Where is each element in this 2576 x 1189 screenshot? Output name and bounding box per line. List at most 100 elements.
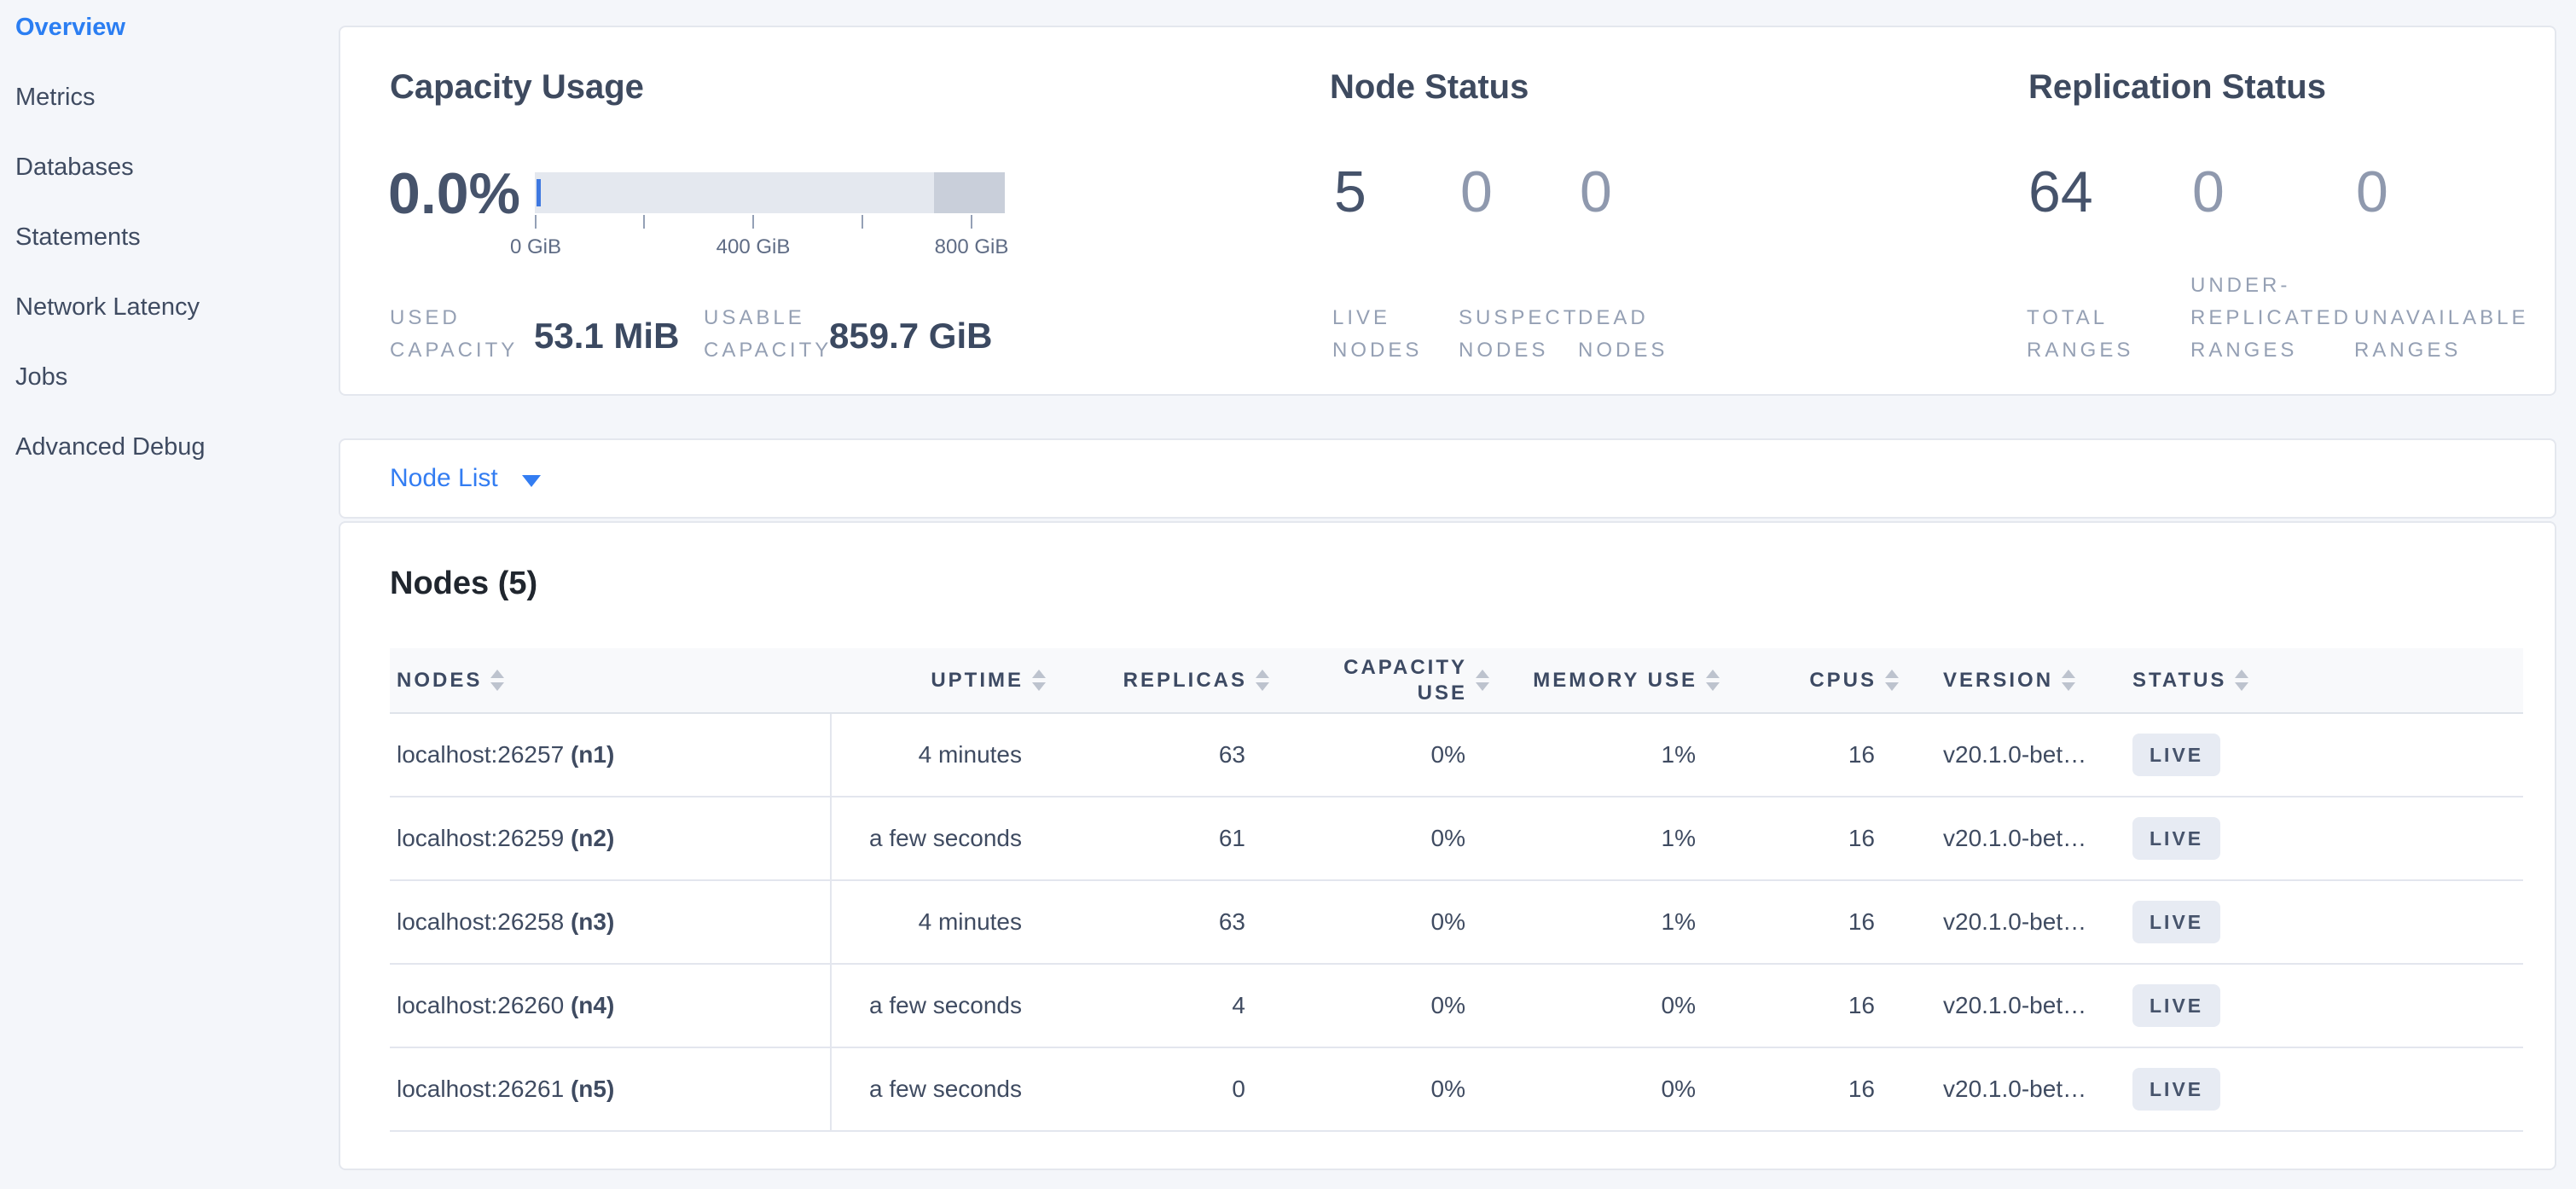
cpus-cell: 16 xyxy=(1733,880,1912,965)
axis-tick-mark xyxy=(752,215,754,229)
column-header-status[interactable]: STATUS xyxy=(2102,648,2523,714)
node-status-metric-value: 0 xyxy=(1460,160,1493,224)
uptime-cell: a few seconds xyxy=(831,1047,1059,1132)
axis-tick-mark xyxy=(643,215,645,229)
nodes-table-card: Nodes (5) NODES UPTIME REPLICAS CAPACITY US… xyxy=(339,521,2556,1170)
node-row[interactable]: localhost:26258 (n3) 4 minutes 63 0% 1% 16 v20… xyxy=(390,880,2523,965)
node-id: (n5) xyxy=(570,1076,615,1102)
capacity-used-percent: 0.0% xyxy=(388,161,520,226)
cluster-summary-card: Capacity Usage 0.0% 0 GiB 400 GiB 800 GiB … xyxy=(339,26,2556,396)
axis-tick-label: 800 GiB xyxy=(934,235,1009,258)
node-address-cell: localhost:26257 (n1) xyxy=(390,713,832,798)
replication-metric-value: 0 xyxy=(2356,160,2388,224)
node-row[interactable]: localhost:26257 (n1) 4 minutes 63 0% 1% 16 v20… xyxy=(390,713,2523,798)
node-status-metric-value: 0 xyxy=(1580,160,1612,224)
node-id: (n1) xyxy=(570,741,615,768)
capacity-bar-track xyxy=(535,172,1005,213)
sort-arrows-icon xyxy=(1032,670,1046,691)
sidebar-nav: Overview Metrics Databases Statements Networ… xyxy=(0,0,339,1189)
axis-tick-label: 0 GiB xyxy=(509,235,562,258)
column-header-label: CPUS xyxy=(1809,668,1877,692)
version-cell: v20.1.0-bet… xyxy=(1912,964,2102,1048)
capacity-bar-other-segment xyxy=(934,172,1005,213)
capacity-usage-title: Capacity Usage xyxy=(390,68,644,106)
column-header-uptime[interactable]: UPTIME xyxy=(831,648,1059,714)
replication-metric-value: 0 xyxy=(2192,160,2225,224)
sidebar-item-network-latency[interactable]: Network Latency xyxy=(15,293,200,321)
cpus-cell: 16 xyxy=(1733,1047,1912,1132)
replicas-cell: 4 xyxy=(1059,964,1283,1048)
column-header-capacity[interactable]: CAPACITY USE xyxy=(1283,648,1503,714)
status-cell: LIVE xyxy=(2102,880,2523,965)
status-badge: LIVE xyxy=(2132,734,2221,776)
sort-arrows-icon xyxy=(2062,670,2076,691)
replicas-cell: 63 xyxy=(1059,713,1283,798)
sidebar-item-overview[interactable]: Overview xyxy=(15,14,125,41)
cpus-cell: 16 xyxy=(1733,964,1912,1048)
node-list-dropdown-label: Node List xyxy=(390,464,498,492)
version-cell: v20.1.0-bet… xyxy=(1912,1047,2102,1132)
status-cell: LIVE xyxy=(2102,964,2523,1048)
column-header-label: UPTIME xyxy=(931,668,1024,692)
node-row[interactable]: localhost:26259 (n2) a few seconds 61 0% 1% 1… xyxy=(390,797,2523,881)
status-badge: LIVE xyxy=(2132,1068,2221,1111)
sidebar-item-metrics[interactable]: Metrics xyxy=(15,84,96,111)
sort-arrows-icon xyxy=(1476,670,1489,691)
status-cell: LIVE xyxy=(2102,1047,2523,1132)
node-status-title: Node Status xyxy=(1330,68,1529,106)
column-header-nodes[interactable]: NODES xyxy=(390,648,831,714)
node-row[interactable]: localhost:26260 (n4) a few seconds 4 0% 0% 16… xyxy=(390,964,2523,1048)
replicas-cell: 63 xyxy=(1059,880,1283,965)
cpus-cell: 16 xyxy=(1733,797,1912,881)
replicas-cell: 61 xyxy=(1059,797,1283,881)
node-address: localhost:26259 xyxy=(397,825,571,851)
cpus-cell: 16 xyxy=(1733,713,1912,798)
sort-arrows-icon xyxy=(2235,670,2249,691)
column-header-version[interactable]: VERSION xyxy=(1912,648,2102,714)
capacity-cell: 0% xyxy=(1283,1047,1503,1132)
node-address-cell: localhost:26259 (n2) xyxy=(390,797,832,881)
sidebar-item-statements[interactable]: Statements xyxy=(15,223,141,251)
sidebar-item-advanced-debug[interactable]: Advanced Debug xyxy=(15,433,206,461)
main-content: Capacity Usage 0.0% 0 GiB 400 GiB 800 GiB … xyxy=(339,0,2557,1189)
status-cell: LIVE xyxy=(2102,797,2523,881)
sidebar-item-jobs[interactable]: Jobs xyxy=(15,363,68,391)
column-header-label: MEMORY USE xyxy=(1533,668,1697,692)
column-header-memory[interactable]: MEMORY USE xyxy=(1503,648,1733,714)
uptime-cell: a few seconds xyxy=(831,797,1059,881)
memory-cell: 0% xyxy=(1503,1047,1733,1132)
axis-tick-mark xyxy=(971,215,972,229)
node-id: (n2) xyxy=(570,825,615,851)
node-status-metric-value: 5 xyxy=(1334,160,1366,224)
node-id: (n3) xyxy=(570,908,615,935)
sort-arrows-icon xyxy=(490,670,505,691)
node-status-metric-label: DEAD NODES xyxy=(1578,306,1668,362)
capacity-cell: 0% xyxy=(1283,713,1503,798)
capacity-bar-axis: 0 GiB 400 GiB 800 GiB xyxy=(510,215,1008,275)
nodes-table-header-row: NODES UPTIME REPLICAS CAPACITY USE MEMORY US… xyxy=(390,648,2523,714)
column-header-label: NODES xyxy=(397,668,483,692)
node-status-metric-label: SUSPECT NODES xyxy=(1459,306,1580,362)
version-cell: v20.1.0-bet… xyxy=(1912,713,2102,798)
axis-tick-mark xyxy=(862,215,863,229)
node-list-dropdown[interactable]: Node List xyxy=(390,464,541,493)
sidebar-item-databases[interactable]: Databases xyxy=(15,154,134,181)
node-status-metric-label: LIVE NODES xyxy=(1332,306,1423,362)
node-address: localhost:26257 xyxy=(397,741,571,768)
column-header-label: REPLICAS xyxy=(1123,668,1247,692)
replication-status-title: Replication Status xyxy=(2028,68,2326,106)
uptime-cell: a few seconds xyxy=(831,964,1059,1048)
status-badge: LIVE xyxy=(2132,984,2221,1027)
used-capacity-label: USED CAPACITY xyxy=(390,306,519,362)
usable-capacity-value: 859.7 GiB xyxy=(829,316,993,356)
axis-tick-mark xyxy=(535,215,537,229)
sort-arrows-icon xyxy=(1706,670,1720,691)
column-header-replicas[interactable]: REPLICAS xyxy=(1059,648,1283,714)
replication-metric-label: TOTAL RANGES xyxy=(2027,306,2134,362)
sort-arrows-icon xyxy=(1256,670,1269,691)
node-row[interactable]: localhost:26261 (n5) a few seconds 0 0% 0% 16… xyxy=(390,1047,2523,1132)
replicas-cell: 0 xyxy=(1059,1047,1283,1132)
column-header-cpus[interactable]: CPUS xyxy=(1733,648,1912,714)
uptime-cell: 4 minutes xyxy=(831,880,1059,965)
